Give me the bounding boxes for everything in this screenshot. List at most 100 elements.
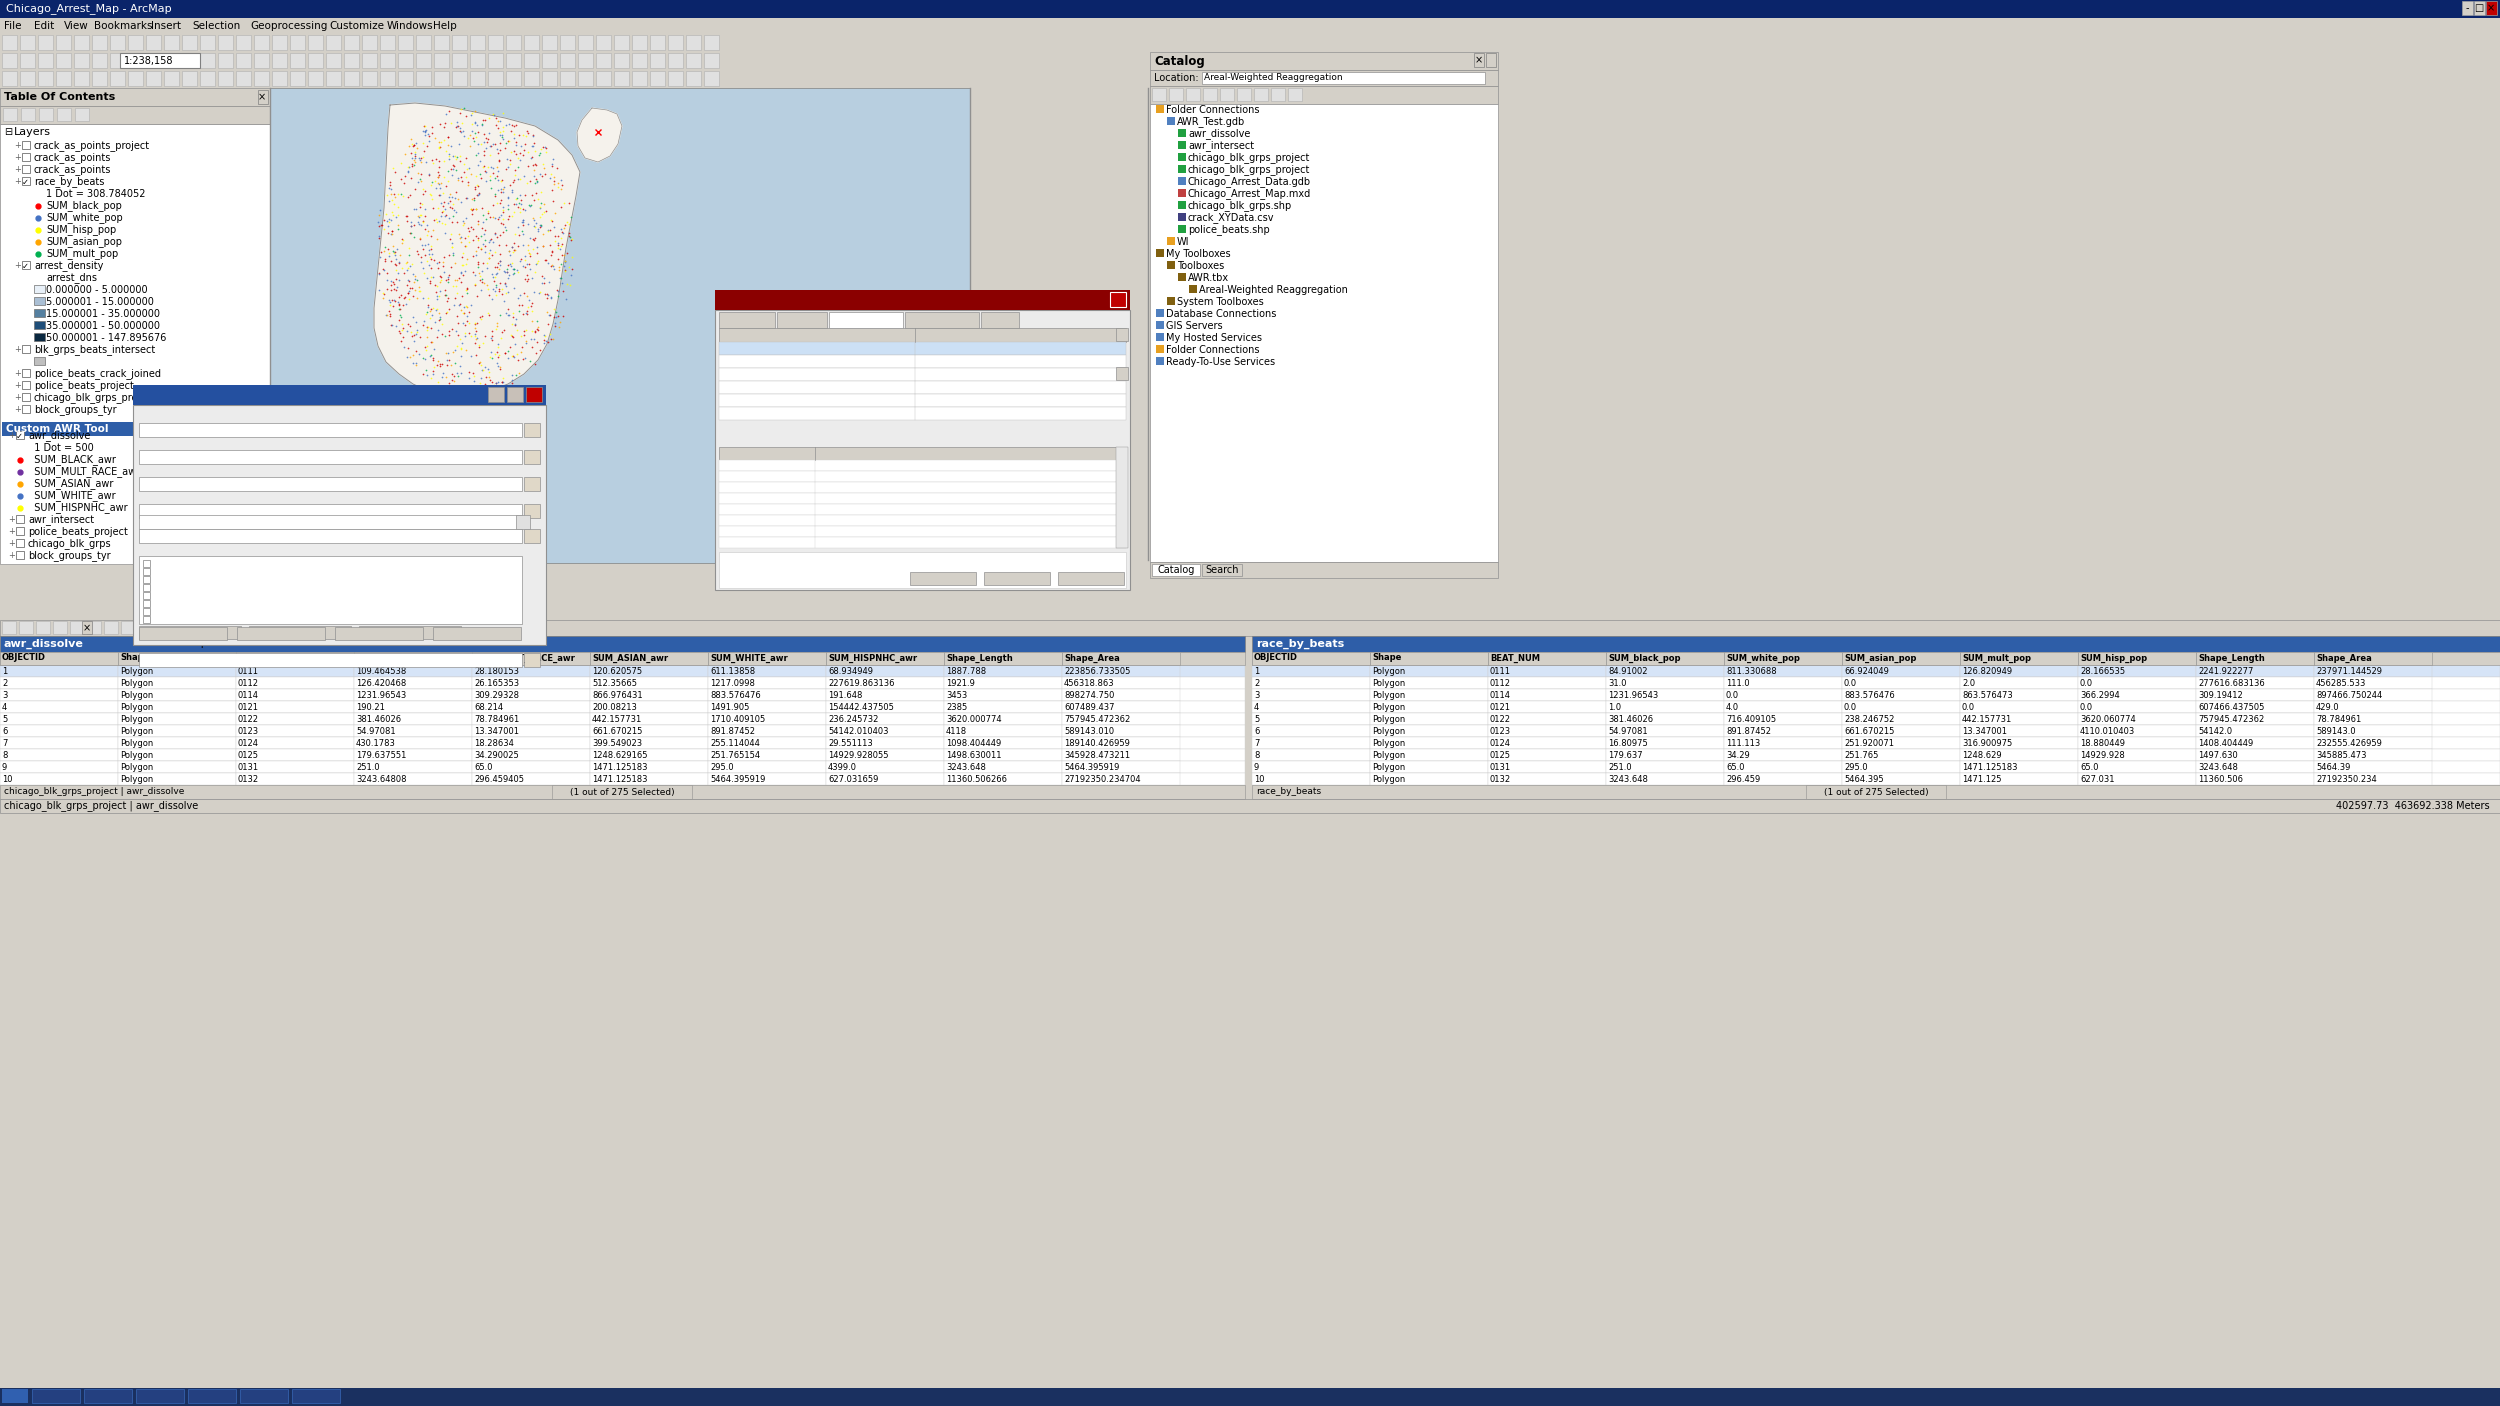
Point [378, 197, 418, 219]
Point [472, 266, 512, 288]
Point [462, 359, 503, 381]
Bar [345, 53, 360, 67]
Bar [1725, 702, 1842, 713]
Bar [1842, 725, 1960, 737]
Point [525, 201, 565, 224]
Point [500, 361, 540, 384]
Text: 0124: 0124 [238, 738, 260, 748]
Point [438, 377, 478, 399]
Point [428, 139, 468, 162]
Bar [632, 53, 648, 67]
Point [480, 149, 520, 172]
Text: Areal Units Feature Class: Areal Units Feature Class [722, 368, 845, 380]
Bar [140, 477, 522, 491]
Point [460, 167, 500, 190]
Point [485, 271, 525, 294]
Bar [0, 749, 1245, 761]
Text: 757945.472362: 757945.472362 [2198, 714, 2265, 724]
Bar [1842, 713, 1960, 725]
Point [480, 124, 520, 146]
Text: 3243.64808: 3243.64808 [355, 775, 408, 783]
Point [418, 371, 457, 394]
Point [420, 266, 460, 288]
Point [492, 325, 532, 347]
Point [388, 135, 428, 157]
Point [408, 253, 447, 276]
Point [370, 274, 410, 297]
Point [370, 170, 410, 193]
Bar [470, 53, 485, 67]
Point [425, 198, 465, 221]
Point [480, 149, 520, 172]
Point [402, 347, 442, 370]
Point [400, 280, 440, 302]
Point [398, 343, 437, 366]
Bar [1062, 749, 1180, 761]
Point [485, 233, 525, 256]
Text: Chicago_Arrest_Data.gdb: Chicago_Arrest_Data.gdb [1188, 177, 1310, 187]
Point [420, 173, 460, 195]
Bar [105, 621, 118, 634]
Point [415, 311, 455, 333]
Point [540, 169, 580, 191]
Point [512, 309, 552, 332]
Point [518, 153, 558, 176]
Bar [1152, 89, 1165, 101]
Point [430, 135, 470, 157]
Point [503, 347, 542, 370]
Text: chicago_blk_grps_project: chicago_blk_grps_project [1188, 165, 1310, 176]
Point [462, 269, 503, 291]
Point [440, 98, 480, 121]
Text: 442.157731: 442.157731 [1962, 714, 2012, 724]
Point [435, 180, 475, 202]
Point [388, 281, 428, 304]
Point [382, 326, 423, 349]
Point [500, 247, 540, 270]
Text: crack_XYData.csv: crack_XYData.csv [1188, 212, 1275, 224]
Point [475, 284, 515, 307]
Text: Feature Class: Feature Class [920, 395, 985, 405]
Point [482, 201, 522, 224]
Point [465, 219, 505, 242]
Text: 607466.437505: 607466.437505 [2198, 703, 2265, 711]
Point [425, 262, 465, 284]
Point [505, 256, 545, 278]
Point [440, 263, 480, 285]
Bar [720, 394, 1125, 406]
Bar [235, 70, 250, 86]
Point [455, 328, 495, 350]
Point [508, 267, 548, 290]
Point [512, 124, 552, 146]
Point [475, 222, 515, 245]
Point [455, 316, 495, 339]
Point [375, 186, 415, 208]
Point [458, 343, 498, 366]
Bar [1252, 713, 2500, 725]
Point [465, 222, 505, 245]
Point [410, 270, 450, 292]
Bar [118, 665, 235, 678]
Point [480, 250, 520, 273]
Point [438, 115, 478, 138]
Bar [552, 785, 692, 799]
Text: 456285.533: 456285.533 [2315, 679, 2368, 688]
Text: Polygon: Polygon [120, 775, 152, 783]
Point [503, 143, 542, 166]
Point [398, 211, 437, 233]
Point [482, 195, 522, 218]
Bar [432, 627, 520, 640]
Bar [118, 725, 235, 737]
Point [503, 219, 542, 242]
Point [422, 254, 462, 277]
Point [438, 312, 478, 335]
Point [470, 340, 510, 363]
Text: ✓: ✓ [22, 262, 30, 270]
Bar [830, 312, 902, 328]
Text: 757945.472362: 757945.472362 [1065, 714, 1130, 724]
Bar [1842, 749, 1960, 761]
Text: □: □ [510, 389, 520, 399]
Point [500, 284, 540, 307]
Point [510, 243, 550, 266]
Point [455, 314, 495, 336]
Bar [258, 90, 268, 104]
